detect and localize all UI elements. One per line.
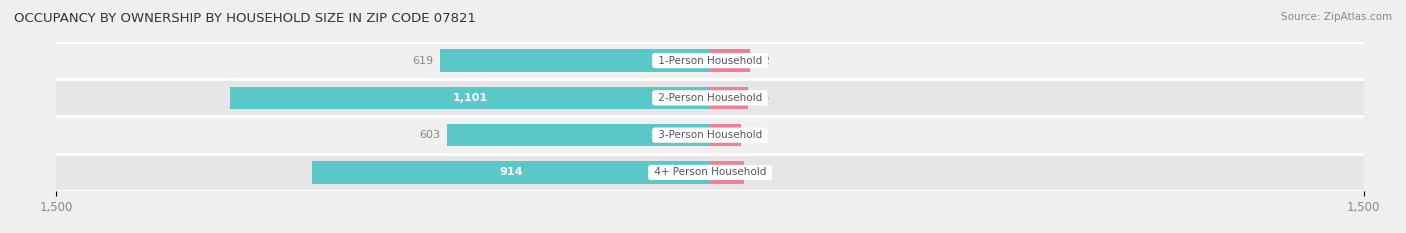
Text: 914: 914 [499, 168, 523, 177]
Bar [710, 87, 748, 109]
Text: 88: 88 [755, 93, 769, 103]
Text: 1,101: 1,101 [453, 93, 488, 103]
Text: OCCUPANCY BY OWNERSHIP BY HOUSEHOLD SIZE IN ZIP CODE 07821: OCCUPANCY BY OWNERSHIP BY HOUSEHOLD SIZE… [14, 12, 477, 25]
Text: 92: 92 [756, 56, 770, 65]
Bar [440, 49, 710, 72]
Text: 71: 71 [748, 130, 762, 140]
Bar [312, 161, 710, 184]
Text: 4+ Person Household: 4+ Person Household [651, 168, 769, 177]
Text: 79: 79 [751, 168, 765, 177]
Text: 619: 619 [412, 56, 433, 65]
Bar [231, 87, 710, 109]
Text: 3-Person Household: 3-Person Household [655, 130, 765, 140]
Bar [710, 124, 741, 146]
Bar [447, 124, 710, 146]
Bar [56, 116, 1364, 154]
Bar [56, 154, 1364, 191]
Bar [710, 49, 751, 72]
Bar [56, 42, 1364, 79]
Text: Source: ZipAtlas.com: Source: ZipAtlas.com [1281, 12, 1392, 22]
Text: 603: 603 [419, 130, 440, 140]
Text: 1-Person Household: 1-Person Household [655, 56, 765, 65]
Text: 2-Person Household: 2-Person Household [655, 93, 765, 103]
Bar [710, 161, 744, 184]
Bar [56, 79, 1364, 116]
